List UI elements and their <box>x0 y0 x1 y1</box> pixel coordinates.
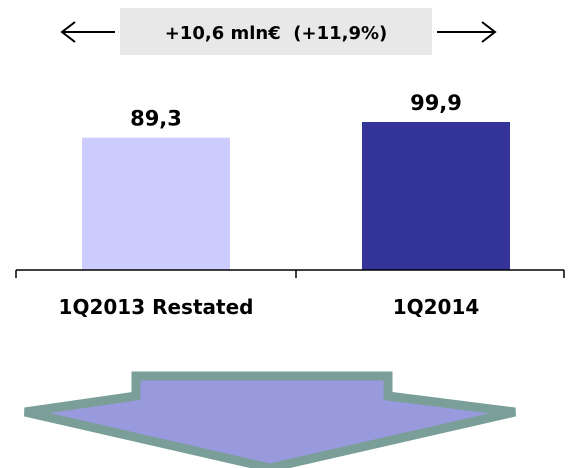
annotation-box <box>120 8 432 55</box>
annotation-text: +10,6 mln€ (+11,9%) <box>165 23 388 44</box>
value-label-0: 89,3 <box>130 107 182 131</box>
bar-1 <box>362 122 510 270</box>
x-axis <box>15 269 565 278</box>
down-arrow-icon <box>23 371 517 468</box>
value-label-1: 99,9 <box>410 91 462 115</box>
right-arrow-icon <box>437 21 497 43</box>
bar-0 <box>82 137 230 270</box>
category-label-0: 1Q2013 Restated <box>59 295 254 319</box>
left-arrow-icon <box>60 21 115 43</box>
category-label-1: 1Q2014 <box>393 295 480 319</box>
